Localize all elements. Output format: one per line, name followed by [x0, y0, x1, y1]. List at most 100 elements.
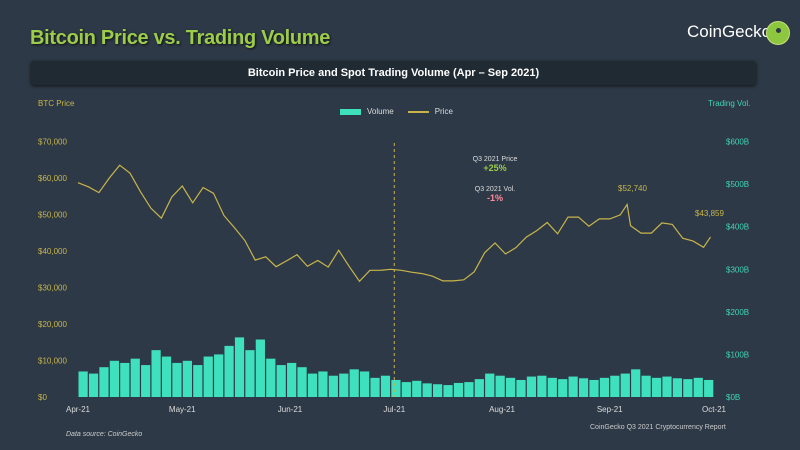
left-tick-label: $30,000: [38, 284, 67, 293]
q3-vol-annotation: Q3 2021 Vol. -1%: [455, 186, 535, 203]
volume-bar: [109, 360, 120, 397]
left-tick-label: $20,000: [38, 320, 67, 329]
x-tick-label: Oct-21: [702, 405, 727, 414]
left-axis-title: BTC Price: [38, 99, 75, 108]
right-axis-title: Trading Vol.: [708, 99, 751, 108]
right-tick-label: $500B: [726, 180, 749, 189]
volume-bar: [672, 378, 683, 397]
peak-price-label: $52,740: [618, 184, 647, 193]
data-source: Data source: CoinGecko: [66, 431, 143, 438]
volume-bar: [558, 379, 568, 397]
volume-bar: [276, 365, 286, 397]
legend-price-swatch: [407, 110, 429, 113]
volume-bar: [182, 360, 192, 397]
q3-price-annotation: Q3 2021 Price +25%: [455, 156, 535, 173]
price-line: [77, 164, 711, 283]
volume-bar: [505, 377, 516, 397]
volume-bar: [641, 375, 651, 397]
volume-bar: [224, 345, 234, 397]
volume-bar: [693, 377, 703, 397]
x-tick-label: May-21: [169, 405, 196, 414]
volume-bar: [245, 350, 255, 397]
left-tick-label: $60,000: [38, 174, 67, 183]
x-tick-label: Sep-21: [597, 405, 623, 414]
volume-bar: [120, 362, 130, 397]
volume-bar: [130, 358, 140, 397]
brand-name: CoinGecko: [687, 22, 772, 41]
x-tick-label: Apr-21: [66, 405, 91, 414]
volume-bar: [214, 354, 224, 397]
volume-bar: [464, 382, 474, 397]
volume-bar: [704, 379, 714, 397]
left-tick-label: $50,000: [38, 211, 67, 220]
last-price-label: $43,859: [695, 209, 724, 218]
volume-bar: [610, 375, 620, 397]
volume-bar: [380, 375, 391, 397]
volume-bar: [297, 367, 307, 397]
q3-price-change: +25%: [483, 163, 507, 173]
volume-bar: [662, 376, 672, 397]
q3-price-label: Q3 2021 Price: [472, 156, 518, 163]
right-tick-label: $100B: [726, 350, 749, 359]
right-tick-label: $400B: [726, 223, 749, 232]
left-tick-label: $10,000: [38, 357, 67, 366]
volume-bar: [547, 377, 557, 397]
volume-bar: [193, 365, 203, 397]
left-tick-label: $40,000: [38, 247, 67, 256]
volume-bar: [141, 365, 151, 397]
volume-bar: [287, 362, 297, 397]
q3-vol-change: -1%: [486, 193, 503, 203]
x-tick-label: Aug-21: [489, 405, 515, 414]
right-tick-label: $200B: [726, 308, 749, 317]
volume-bar: [683, 379, 693, 397]
volume-bar: [99, 367, 109, 397]
volume-bar: [203, 356, 213, 397]
volume-bar: [234, 337, 245, 397]
volume-bar: [537, 375, 547, 397]
right-tick-label: $0B: [726, 393, 740, 402]
volume-bar: [620, 373, 630, 397]
legend: Volume Price: [340, 107, 453, 116]
volume-bar: [266, 358, 276, 397]
volume-bar: [349, 369, 359, 397]
x-tick-label: Jun-21: [278, 405, 303, 414]
volume-bar: [578, 378, 589, 397]
report-credit: CoinGecko Q3 2021 Cryptocurrency Report: [590, 424, 726, 431]
volume-bar: [516, 379, 526, 397]
volume-bar: [495, 375, 505, 397]
volume-bar: [589, 379, 599, 397]
legend-price-label: Price: [434, 107, 453, 116]
volume-bar: [255, 339, 265, 397]
volume-bar: [568, 376, 578, 397]
volume-bar: [318, 371, 328, 397]
volume-bar: [161, 356, 172, 397]
volume-bar: [422, 383, 432, 397]
legend-volume-swatch: [340, 108, 361, 115]
legend-volume-label: Volume: [367, 107, 394, 116]
volume-bar: [412, 380, 422, 397]
volume-bar: [485, 373, 495, 397]
right-tick-label: $600B: [726, 138, 749, 147]
right-tick-label: $300B: [726, 265, 749, 274]
chart-title-banner: Bitcoin Price and Spot Trading Volume (A…: [31, 61, 756, 85]
volume-bar: [78, 371, 88, 397]
volume-bar: [360, 371, 370, 397]
volume-bar: [443, 385, 453, 397]
volume-bar: [339, 373, 349, 397]
volume-bar: [370, 377, 380, 397]
volume-bar: [88, 373, 99, 397]
volume-bar: [172, 362, 182, 397]
q3-vol-label: Q3 2021 Vol.: [474, 186, 516, 193]
volume-bar: [599, 377, 610, 397]
volume-bar: [328, 375, 338, 397]
volume-bar: [631, 369, 641, 397]
page-title: Bitcoin Price vs. Trading Volume: [30, 27, 331, 49]
x-tick-label: Jul-21: [383, 405, 405, 414]
volume-bar: [391, 379, 401, 397]
volume-bar: [151, 350, 161, 397]
coingecko-logo-icon: [766, 21, 790, 45]
left-tick-label: $0: [38, 393, 47, 402]
volume-bar: [526, 376, 537, 397]
volume-bar: [651, 377, 662, 397]
